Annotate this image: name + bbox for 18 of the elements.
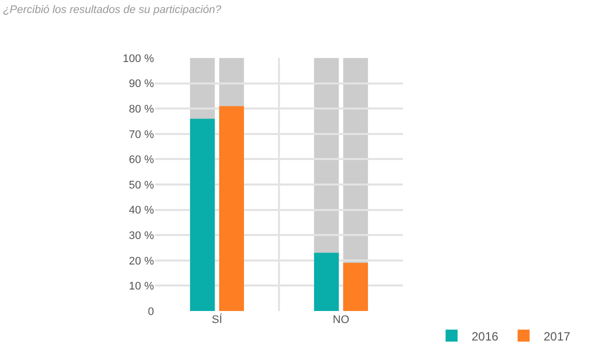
- y-tick-label: 20 %: [128, 255, 154, 268]
- x-tick-label: SÍ: [212, 313, 224, 326]
- bar: [314, 252, 339, 311]
- legend-label: 2016: [472, 329, 499, 344]
- y-tick-label: 0: [148, 306, 154, 318]
- chart-title: ¿Percibió los resultados de su participación?: [2, 4, 222, 16]
- y-tick-label: 40 %: [128, 204, 154, 217]
- y-tick-label: 90 %: [128, 78, 154, 90]
- bar: [343, 262, 368, 311]
- x-tick-label: NO: [332, 314, 350, 326]
- y-tick-label: 60 %: [128, 154, 154, 166]
- legend-label: 2017: [544, 329, 571, 344]
- y-tick-label: 50 %: [128, 179, 154, 192]
- y-tick-label: 80 %: [128, 103, 154, 116]
- y-tick-label: 30 %: [128, 230, 154, 242]
- y-tick-label: 100 %: [122, 52, 154, 65]
- y-tick-label: 70 %: [128, 128, 154, 141]
- y-tick-label: 10 %: [128, 280, 154, 293]
